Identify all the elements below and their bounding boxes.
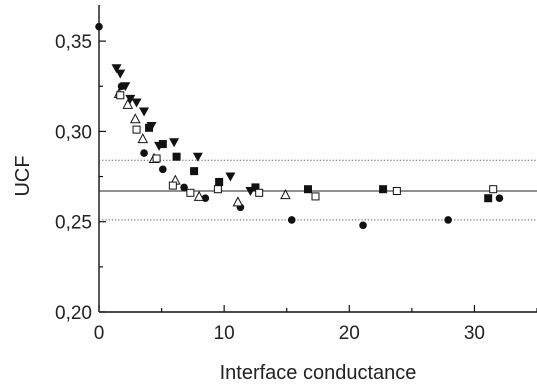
point-filled-circle: [287, 216, 296, 224]
point-filled-triangle-down: [169, 138, 180, 148]
point-open-square: [392, 187, 401, 196]
point-filled-square: [484, 194, 493, 203]
point-filled-triangle-down: [192, 152, 203, 162]
point-open-square: [311, 192, 320, 201]
point-filled-square: [215, 177, 224, 186]
point-filled-triangle-down: [131, 98, 142, 108]
point-open-square: [186, 188, 195, 197]
point-filled-square: [172, 152, 181, 161]
y-tick-label: 0,30: [55, 122, 92, 143]
point-open-square: [255, 188, 264, 197]
point-open-triangle-up: [193, 190, 205, 201]
plot-axes: [98, 5, 537, 313]
point-open-square: [489, 185, 498, 194]
data-markers: [95, 22, 504, 230]
point-filled-circle: [495, 194, 504, 203]
point-open-square: [116, 91, 125, 100]
point-open-square: [152, 154, 161, 163]
point-open-square: [213, 185, 222, 194]
point-open-square: [132, 125, 141, 134]
point-open-triangle-up: [280, 189, 291, 200]
x-tick-label: 30: [464, 323, 485, 344]
point-open-triangle-up: [232, 196, 244, 207]
point-filled-circle: [180, 183, 188, 192]
point-filled-triangle-down: [125, 94, 136, 104]
point-filled-triangle-down: [139, 107, 150, 117]
y-tick-label: 0,20: [55, 303, 92, 324]
point-filled-triangle-down: [225, 172, 236, 182]
x-tick-label: 10: [214, 323, 235, 344]
point-filled-triangle-down: [111, 64, 122, 74]
y-tick-label: 0,35: [55, 32, 92, 53]
tick-labels: 0 10 20 30 0,20 0,25 0,30 0,35: [55, 32, 485, 344]
point-open-triangle-up: [122, 98, 134, 109]
point-filled-square: [158, 140, 167, 149]
point-filled-circle: [140, 149, 148, 157]
point-filled-square: [251, 183, 260, 192]
reference-lines: [99, 159, 537, 221]
point-filled-circle: [444, 216, 452, 224]
x-axis-label: Interface conductance: [220, 362, 417, 384]
point-filled-triangle-down: [115, 69, 126, 79]
point-filled-square: [303, 185, 312, 194]
point-filled-circle: [159, 165, 167, 174]
y-tick-label: 0,25: [55, 213, 92, 234]
point-filled-triangle-down: [120, 82, 131, 92]
point-filled-square: [190, 167, 199, 176]
x-tick-label: 0: [94, 323, 105, 344]
point-filled-circle: [359, 221, 367, 230]
point-open-triangle-up: [137, 133, 149, 144]
y-axis-label: UCF: [12, 155, 34, 196]
point-filled-square: [379, 185, 388, 194]
point-filled-circle: [95, 22, 103, 31]
point-open-square: [168, 181, 177, 190]
point-filled-square: [145, 123, 154, 132]
x-tick-label: 20: [339, 323, 360, 344]
point-open-triangle-up: [129, 113, 141, 124]
